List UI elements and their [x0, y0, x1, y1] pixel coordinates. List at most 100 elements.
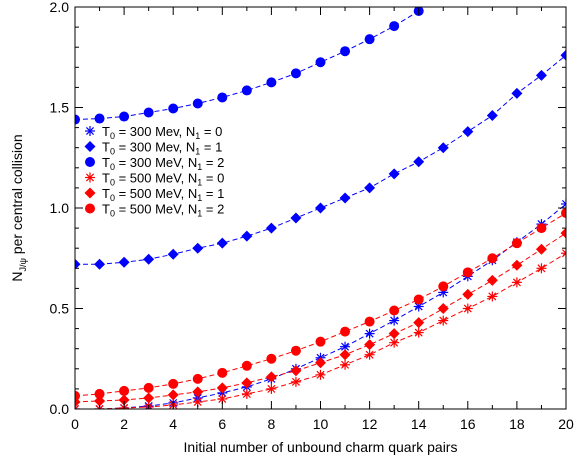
- x-tick-label: 14: [411, 416, 427, 432]
- data-point: [340, 359, 351, 370]
- data-point: [84, 187, 96, 199]
- data-point: [437, 142, 449, 154]
- data-point: [192, 373, 203, 384]
- data-point: [119, 385, 130, 396]
- series-5: [75, 208, 566, 401]
- data-point: [315, 357, 326, 369]
- data-point: [85, 203, 95, 214]
- x-tick-label: 0: [71, 416, 79, 432]
- data-point: [536, 263, 547, 274]
- data-point: [192, 98, 203, 109]
- legend-label: T0 = 500 MeV, N1 = 1: [102, 186, 224, 203]
- data-point: [84, 141, 96, 152]
- data-point: [535, 69, 547, 81]
- series-4: [75, 227, 566, 408]
- data-point: [241, 388, 252, 399]
- data-point: [413, 327, 424, 338]
- data-point: [389, 305, 400, 316]
- data-point: [389, 337, 400, 348]
- data-point: [241, 360, 252, 371]
- series-3: [75, 248, 566, 409]
- data-point: [266, 383, 277, 394]
- data-point: [94, 388, 105, 399]
- data-point: [561, 198, 566, 209]
- data-point: [315, 369, 326, 380]
- data-point: [364, 182, 376, 194]
- legend-item: T0 = 500 MeV, N1 = 1: [84, 186, 224, 203]
- data-point: [75, 390, 80, 401]
- data-point: [192, 396, 203, 407]
- y-tick-label: 1.5: [50, 100, 70, 116]
- x-tick-label: 20: [558, 416, 574, 432]
- data-point: [462, 126, 474, 138]
- data-point: [216, 382, 228, 394]
- data-point: [388, 328, 400, 340]
- data-point: [462, 303, 473, 314]
- data-point: [486, 274, 498, 286]
- series-layer: [75, 7, 566, 409]
- x-tick-label: 10: [313, 416, 329, 432]
- data-point: [217, 92, 228, 103]
- legend-label: T0 = 500 MeV, N1 = 2: [102, 202, 224, 219]
- data-point: [290, 212, 302, 224]
- legend-label: T0 = 500 MeV, N1 = 0: [102, 171, 224, 188]
- data-point: [413, 294, 424, 305]
- data-point: [315, 57, 326, 68]
- data-point: [290, 345, 301, 356]
- series-line: [75, 203, 566, 409]
- data-point: [85, 157, 95, 167]
- data-point: [85, 126, 95, 136]
- data-point: [315, 202, 326, 214]
- data-point: [536, 223, 547, 234]
- series-0: [75, 198, 566, 409]
- data-point: [388, 168, 400, 180]
- series-2: [75, 7, 424, 125]
- legend-label: T0 = 300 Mev, N1 = 0: [102, 124, 222, 141]
- x-tick-label: 2: [120, 416, 128, 432]
- data-point: [437, 303, 449, 314]
- legend-item: T0 = 300 Mev, N1 = 0: [85, 124, 222, 141]
- data-point: [560, 227, 566, 239]
- data-point: [168, 103, 179, 114]
- data-point: [290, 376, 301, 387]
- data-point: [535, 243, 547, 255]
- legend-item: T0 = 500 MeV, N1 = 0: [85, 171, 224, 188]
- legend-item: T0 = 500 MeV, N1 = 2: [85, 202, 224, 219]
- y-axis-title-main: N: [9, 272, 25, 282]
- data-point: [118, 394, 130, 406]
- data-point: [167, 248, 179, 260]
- data-point: [511, 238, 522, 249]
- data-point: [364, 339, 376, 351]
- data-point: [75, 258, 81, 270]
- x-tick-label: 4: [169, 416, 177, 432]
- data-point: [340, 326, 351, 337]
- data-point: [94, 258, 106, 270]
- data-point: [487, 253, 498, 264]
- data-point: [75, 404, 80, 409]
- data-point: [364, 328, 375, 339]
- data-point: [511, 259, 523, 271]
- y-axis-title-rest: per central collision: [9, 134, 25, 258]
- data-point: [487, 291, 498, 302]
- y-tick-label: 0.5: [50, 301, 70, 317]
- series-line: [75, 54, 566, 265]
- data-point: [216, 237, 228, 249]
- data-point: [217, 367, 228, 378]
- data-point: [438, 281, 449, 292]
- x-tick-label: 6: [218, 416, 226, 432]
- data-point: [389, 315, 400, 326]
- legend-item: T0 = 300 MeV, N1 = 2: [85, 155, 224, 172]
- y-axis-title-sub: J/ψ: [18, 258, 28, 271]
- data-point: [389, 21, 400, 32]
- data-point: [290, 68, 301, 79]
- ticks-layer: 0 2 4 6 8 10 12 14 16 18 20 0.0 0.5 1.0 1.5 2.0: [50, 0, 574, 432]
- data-point: [85, 172, 95, 183]
- data-point: [266, 353, 277, 364]
- data-point: [561, 248, 566, 259]
- data-point: [413, 301, 424, 312]
- data-point: [241, 230, 253, 242]
- legend-label: T0 = 300 MeV, N1 = 2: [102, 155, 224, 172]
- data-point: [192, 386, 204, 398]
- data-point: [94, 113, 105, 124]
